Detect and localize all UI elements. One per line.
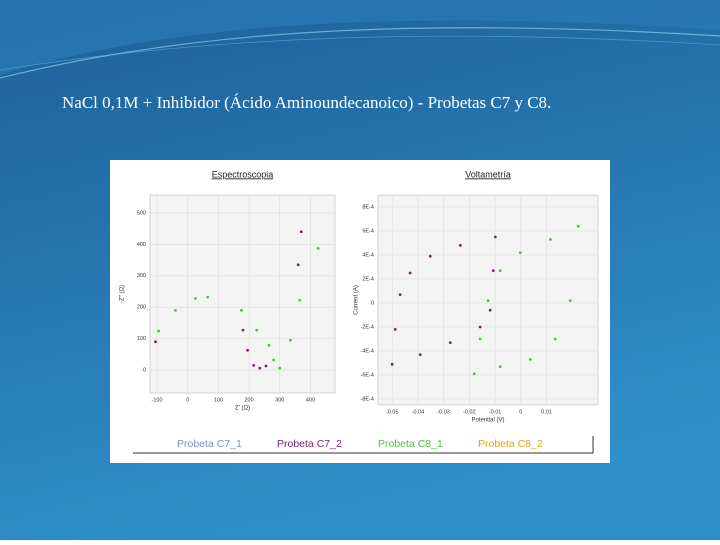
- data-point: [255, 328, 259, 332]
- y-tick-label: 200: [137, 305, 146, 311]
- data-point: [478, 337, 482, 341]
- data-point: [154, 340, 157, 344]
- plots: Espectroscopia -100 0 100 200 300 400 0 100 200 30…: [120, 169, 599, 450]
- data-point: [488, 308, 492, 312]
- data-point: [298, 298, 302, 302]
- y-axis-label: -Z'' (Ω): [120, 285, 126, 303]
- x-axis-label: Potential (V): [471, 418, 504, 424]
- data-point: [418, 353, 422, 356]
- data-point: [267, 343, 271, 347]
- header-line: [0, 27, 720, 79]
- y-axis-label: Current (A): [354, 285, 360, 315]
- y-tick-label: 4E-4: [362, 252, 374, 258]
- data-point: [408, 271, 412, 275]
- x-tick-label: 0.01: [541, 409, 552, 415]
- y-tick-label: -4E-4: [361, 348, 374, 354]
- x-tick-label: -0.01: [489, 409, 502, 415]
- data-point: [174, 308, 177, 312]
- header-wave: [0, 0, 720, 75]
- data-point: [289, 338, 292, 342]
- x-tick-label: 100: [214, 397, 223, 403]
- data-point: [528, 358, 532, 361]
- data-point: [548, 238, 552, 241]
- legend-entry: Probeta C7_1: [177, 438, 242, 450]
- y-tick-label: 0: [143, 368, 146, 374]
- header-line: [0, 35, 720, 71]
- data-point: [390, 362, 394, 366]
- y-tick-label: 400: [137, 242, 146, 248]
- x-tick-label: 300: [275, 397, 284, 403]
- data-point: [458, 244, 462, 247]
- data-point: [568, 299, 572, 302]
- x-tick-label: -0.02: [463, 409, 476, 415]
- y-tick-label: 8E-4: [362, 204, 374, 210]
- data-point: [478, 325, 482, 329]
- data-point: [518, 251, 522, 255]
- data-point: [498, 269, 502, 272]
- data-point: [316, 247, 320, 250]
- data-point: [498, 365, 502, 368]
- x-tick-label: -100: [152, 397, 163, 403]
- data-point: [393, 328, 397, 331]
- y-tick-label: -8E-4: [361, 396, 374, 402]
- y-tick-label: -6E-4: [361, 372, 374, 378]
- data-point: [296, 263, 300, 267]
- x-tick-label: 200: [245, 397, 254, 403]
- y-tick-label: 500: [137, 210, 146, 216]
- data-point: [448, 341, 452, 344]
- data-point: [157, 329, 160, 333]
- data-point: [398, 293, 402, 296]
- plot-area: [149, 194, 336, 394]
- x-tick-label: -0.05: [386, 409, 399, 415]
- x-tick-label: -0.04: [412, 409, 425, 415]
- data-point: [246, 348, 249, 352]
- data-point: [299, 230, 303, 234]
- data-point: [486, 299, 490, 302]
- data-point: [491, 269, 495, 272]
- data-point: [278, 366, 282, 370]
- y-tick-label: 2E-4: [362, 276, 374, 282]
- chart-title: Espectroscopia: [212, 169, 274, 179]
- y-tick-label: -2E-4: [361, 324, 374, 330]
- data-point: [553, 337, 557, 341]
- legend-entry: Probeta C7_2: [277, 438, 342, 450]
- slide-title: NaCl 0,1M + Inhibidor (Ácido Aminoundeca…: [62, 93, 551, 112]
- y-tick-label: 6E-4: [362, 228, 374, 234]
- y-tick-label: 100: [137, 336, 146, 342]
- data-point: [194, 297, 197, 300]
- y-tick-label: 0: [371, 300, 374, 306]
- data-point: [264, 364, 268, 368]
- data-point: [493, 235, 497, 239]
- chart-title: Voltametría: [465, 169, 511, 179]
- data-point: [472, 372, 476, 376]
- x-tick-label: 0: [186, 397, 189, 403]
- x-tick-label: 0: [519, 409, 522, 415]
- x-tick-label: 400: [306, 397, 315, 403]
- data-point: [206, 295, 210, 299]
- legend-entry: Probeta C8_2: [478, 438, 543, 450]
- x-tick-label: -0.03: [437, 409, 450, 415]
- data-point: [576, 224, 580, 228]
- data-point: [240, 308, 243, 312]
- data-point: [272, 358, 276, 362]
- data-point: [428, 254, 432, 258]
- data-point: [241, 328, 245, 332]
- data-point: [258, 366, 262, 370]
- x-axis-label: Z' (Ω): [235, 406, 250, 412]
- data-point: [252, 363, 256, 367]
- legend-entry: Probeta C8_1: [378, 438, 443, 450]
- y-tick-label: 300: [137, 273, 146, 279]
